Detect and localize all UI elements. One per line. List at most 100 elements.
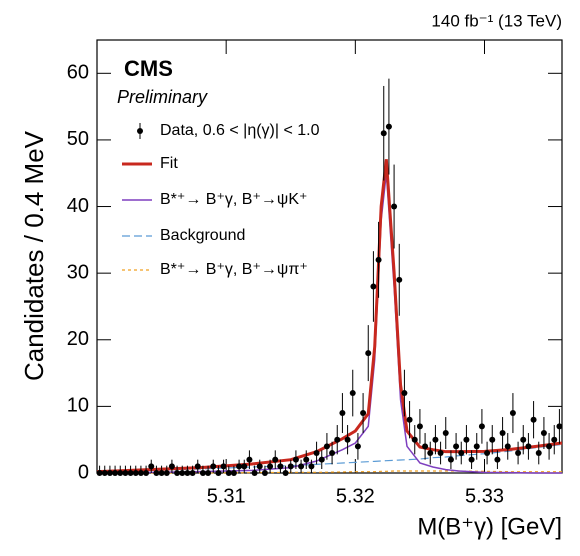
legend-label: Data, 0.6 < |η(γ)| < 1.0	[160, 122, 320, 139]
data-point	[422, 443, 429, 450]
data-point	[484, 450, 491, 457]
data-point	[137, 470, 144, 476]
data-point	[349, 390, 356, 397]
data-point	[437, 450, 444, 457]
legend-label: B*⁺→ B⁺γ, B⁺→ψπ⁺	[160, 261, 308, 278]
data-point	[313, 450, 320, 457]
data-point	[406, 416, 413, 423]
data-point	[292, 456, 299, 463]
data-point	[308, 463, 315, 470]
data-point	[447, 456, 454, 463]
data-point	[220, 463, 227, 470]
data-point	[411, 436, 418, 443]
data-point	[339, 410, 346, 417]
legend-symbol	[137, 128, 143, 134]
data-point	[189, 470, 196, 476]
data-point	[391, 203, 398, 210]
data-point	[303, 456, 310, 463]
y-tick-label: 30	[67, 261, 89, 283]
data-point	[261, 470, 268, 476]
data-point	[132, 470, 139, 476]
x-axis-title: M(B⁺γ) [GeV]	[417, 513, 562, 540]
data-point	[282, 470, 289, 476]
plot-frame	[96, 39, 563, 474]
data-point	[370, 283, 377, 290]
data-point	[354, 443, 361, 450]
data-point	[112, 470, 119, 476]
data-point	[194, 463, 201, 470]
data-point	[504, 443, 511, 450]
data-point	[215, 470, 222, 476]
y-tick-label: 20	[67, 328, 89, 350]
data-point	[360, 410, 367, 417]
data-point	[158, 470, 165, 476]
data-point	[556, 423, 563, 430]
data-point	[272, 456, 279, 463]
data-point	[241, 463, 248, 470]
data-point	[287, 463, 294, 470]
data-point	[230, 470, 237, 476]
data-point	[344, 436, 351, 443]
data-point	[205, 470, 212, 476]
data-point	[396, 276, 403, 283]
data-point	[163, 470, 170, 476]
data-point	[168, 463, 175, 470]
data-point	[473, 443, 480, 450]
y-tick-label: 40	[67, 195, 89, 217]
data-point	[478, 423, 485, 430]
legend-label: B*⁺→ B⁺γ, B⁺→ψK⁺	[160, 191, 307, 208]
experiment: CMS	[124, 56, 173, 81]
data-point	[210, 463, 217, 470]
data-point	[427, 450, 434, 457]
y-axis-title: Candidates / 0.4 MeV	[19, 130, 49, 381]
data-point	[530, 416, 537, 423]
data-point	[520, 436, 527, 443]
data-point	[385, 123, 392, 130]
y-tick-label: 10	[67, 395, 89, 417]
data-point	[463, 436, 470, 443]
data-point	[329, 450, 336, 457]
data-point	[380, 130, 387, 137]
data-point	[416, 423, 423, 430]
data-point	[525, 443, 532, 450]
data-point	[509, 410, 516, 417]
data-point	[174, 470, 181, 476]
data-point	[499, 430, 506, 437]
data-point	[375, 256, 382, 263]
data-point	[515, 450, 522, 457]
data-point	[101, 470, 108, 476]
x-tick-label: 5.31	[207, 485, 246, 507]
data-point	[365, 350, 372, 357]
x-tick-label: 5.32	[336, 485, 375, 507]
data-point	[323, 443, 330, 450]
y-tick-label: 50	[67, 128, 89, 150]
data-point	[489, 436, 496, 443]
data-point	[432, 436, 439, 443]
data-point	[401, 390, 408, 397]
status: Preliminary	[117, 87, 208, 107]
data-point	[148, 463, 155, 470]
data-point	[199, 470, 206, 476]
fit-curve	[97, 470, 562, 474]
data-point	[143, 470, 150, 476]
data-point	[225, 470, 232, 476]
data-point	[540, 430, 547, 437]
data-point	[236, 463, 243, 470]
luminosity: 140 fb⁻¹ (13 TeV)	[431, 11, 562, 30]
data-point	[117, 470, 124, 476]
data-point	[468, 456, 475, 463]
data-point	[334, 436, 341, 443]
data-point	[127, 470, 134, 476]
data-point	[251, 470, 258, 476]
y-tick-label: 60	[67, 62, 89, 84]
data-point	[153, 470, 160, 476]
data-point	[106, 470, 113, 476]
x-tick-label: 5.33	[465, 485, 504, 507]
data-point	[122, 470, 129, 476]
data-point	[184, 470, 191, 476]
data-point	[96, 470, 103, 476]
legend-label: Background	[160, 227, 245, 244]
data-point	[535, 450, 542, 457]
data-point	[277, 463, 284, 470]
